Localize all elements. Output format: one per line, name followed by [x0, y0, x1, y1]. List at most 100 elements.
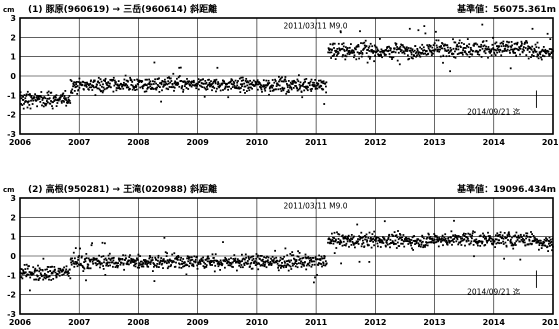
data-point-1-1085 — [448, 51, 451, 53]
data-point-1-359 — [161, 89, 163, 92]
data-point-2-984 — [409, 240, 411, 243]
data-point-1-420 — [185, 83, 187, 85]
data-point-2-275 — [128, 263, 130, 266]
data-point-2-894 — [373, 230, 376, 233]
data-point-2-373 — [166, 259, 169, 262]
data-point-2-1240 — [510, 238, 512, 241]
data-point-2-226 — [108, 252, 111, 255]
data-point-2-1122 — [463, 238, 466, 241]
data-point-2-597 — [255, 257, 257, 260]
data-point-2-178 — [89, 267, 92, 270]
data-point-1-144 — [76, 93, 79, 95]
data-point-1-996 — [413, 49, 416, 52]
data-point-2-1128 — [465, 240, 468, 243]
data-point-1-1051 — [435, 39, 438, 42]
data-point-2-519 — [224, 256, 227, 259]
data-point-2-502 — [217, 265, 220, 268]
data-point-1-444 — [194, 83, 197, 86]
data-point-2-42 — [36, 274, 38, 277]
data-point-1-526 — [227, 88, 229, 91]
data-point-1-488 — [212, 82, 214, 85]
data-point-2-1214 — [499, 231, 502, 234]
data-point-1-402 — [178, 66, 181, 69]
data-point-2-1057 — [437, 245, 440, 248]
data-point-2-67 — [45, 276, 48, 279]
data-point-1-752 — [316, 82, 319, 84]
data-point-2-262 — [122, 262, 125, 265]
data-point-2-934 — [389, 246, 391, 249]
data-point-1-1211 — [498, 51, 501, 53]
data-point-2-147 — [77, 256, 80, 259]
data-point-2-345 — [155, 265, 158, 267]
data-point-1-117 — [65, 99, 68, 101]
data-point-1-472 — [205, 81, 208, 84]
data-point-2-86 — [53, 266, 56, 268]
data-point-1-985 — [409, 49, 412, 52]
data-point-1-403 — [178, 85, 181, 88]
data-point-2-791 — [332, 240, 335, 243]
data-point-2-1031 — [427, 232, 430, 235]
data-point-1-484 — [210, 84, 213, 87]
data-point-2-1118 — [461, 239, 464, 242]
data-point-2-816 — [342, 237, 345, 240]
data-point-1-1228 — [505, 43, 507, 46]
data-point-2-1131 — [467, 238, 469, 240]
data-point-1-1254 — [515, 47, 518, 50]
data-point-2-1096 — [453, 219, 455, 222]
data-point-1-891 — [372, 52, 374, 54]
data-point-2-1143 — [471, 232, 474, 235]
data-point-1-75 — [48, 97, 51, 100]
data-point-2-1175 — [484, 244, 487, 246]
data-point-1-1215 — [500, 54, 503, 57]
data-point-1-177 — [89, 82, 92, 85]
data-point-2-1234 — [507, 232, 510, 235]
data-point-1-1336 — [548, 52, 550, 55]
data-point-1-417 — [184, 85, 186, 87]
data-point-2-66 — [45, 274, 48, 276]
data-point-1-104 — [60, 100, 63, 103]
data-point-1-565 — [242, 79, 245, 82]
data-point-2-676 — [286, 254, 289, 257]
data-point-2-1242 — [510, 244, 513, 247]
data-point-2-590 — [252, 255, 254, 258]
data-point-1-713 — [300, 91, 303, 93]
data-point-1-422 — [186, 78, 188, 80]
data-point-2-414 — [183, 262, 185, 264]
data-point-2-338 — [153, 265, 155, 268]
data-point-1-65 — [45, 103, 47, 106]
data-point-1-324 — [147, 83, 150, 85]
data-point-2-1346 — [552, 245, 554, 248]
data-point-2-248 — [117, 262, 119, 264]
data-point-2-621 — [264, 261, 267, 264]
data-point-2-603 — [257, 268, 260, 271]
data-point-2-910 — [379, 246, 382, 248]
data-point-2-883 — [369, 240, 371, 242]
data-point-1-278 — [129, 76, 131, 79]
data-point-1-753 — [316, 87, 319, 90]
data-point-1-364 — [163, 83, 165, 86]
data-point-1-628 — [267, 83, 270, 86]
xtick-label-1-3: 2009 — [187, 138, 210, 147]
data-point-1-108 — [62, 99, 64, 102]
data-point-2-857 — [358, 238, 361, 241]
data-point-2-1332 — [546, 238, 548, 241]
data-point-2-577 — [247, 262, 249, 265]
data-point-1-669 — [283, 87, 286, 90]
data-point-2-891 — [372, 241, 375, 243]
data-point-1-265 — [124, 84, 127, 87]
data-point-1-307 — [140, 81, 143, 83]
data-point-2-840 — [352, 236, 355, 239]
data-point-2-193 — [95, 264, 98, 267]
data-point-2-214 — [104, 242, 106, 245]
data-point-1-826 — [346, 52, 349, 55]
data-point-2-156 — [81, 255, 83, 258]
data-point-1-1166 — [480, 56, 483, 58]
data-point-1-703 — [296, 89, 299, 92]
data-point-1-496 — [215, 90, 217, 93]
data-point-2-1022 — [424, 246, 426, 248]
data-point-2-541 — [233, 260, 235, 262]
data-point-2-473 — [206, 257, 209, 260]
data-point-1-1291 — [530, 56, 532, 58]
data-point-2-222 — [107, 265, 110, 267]
data-point-1-739 — [311, 88, 313, 90]
